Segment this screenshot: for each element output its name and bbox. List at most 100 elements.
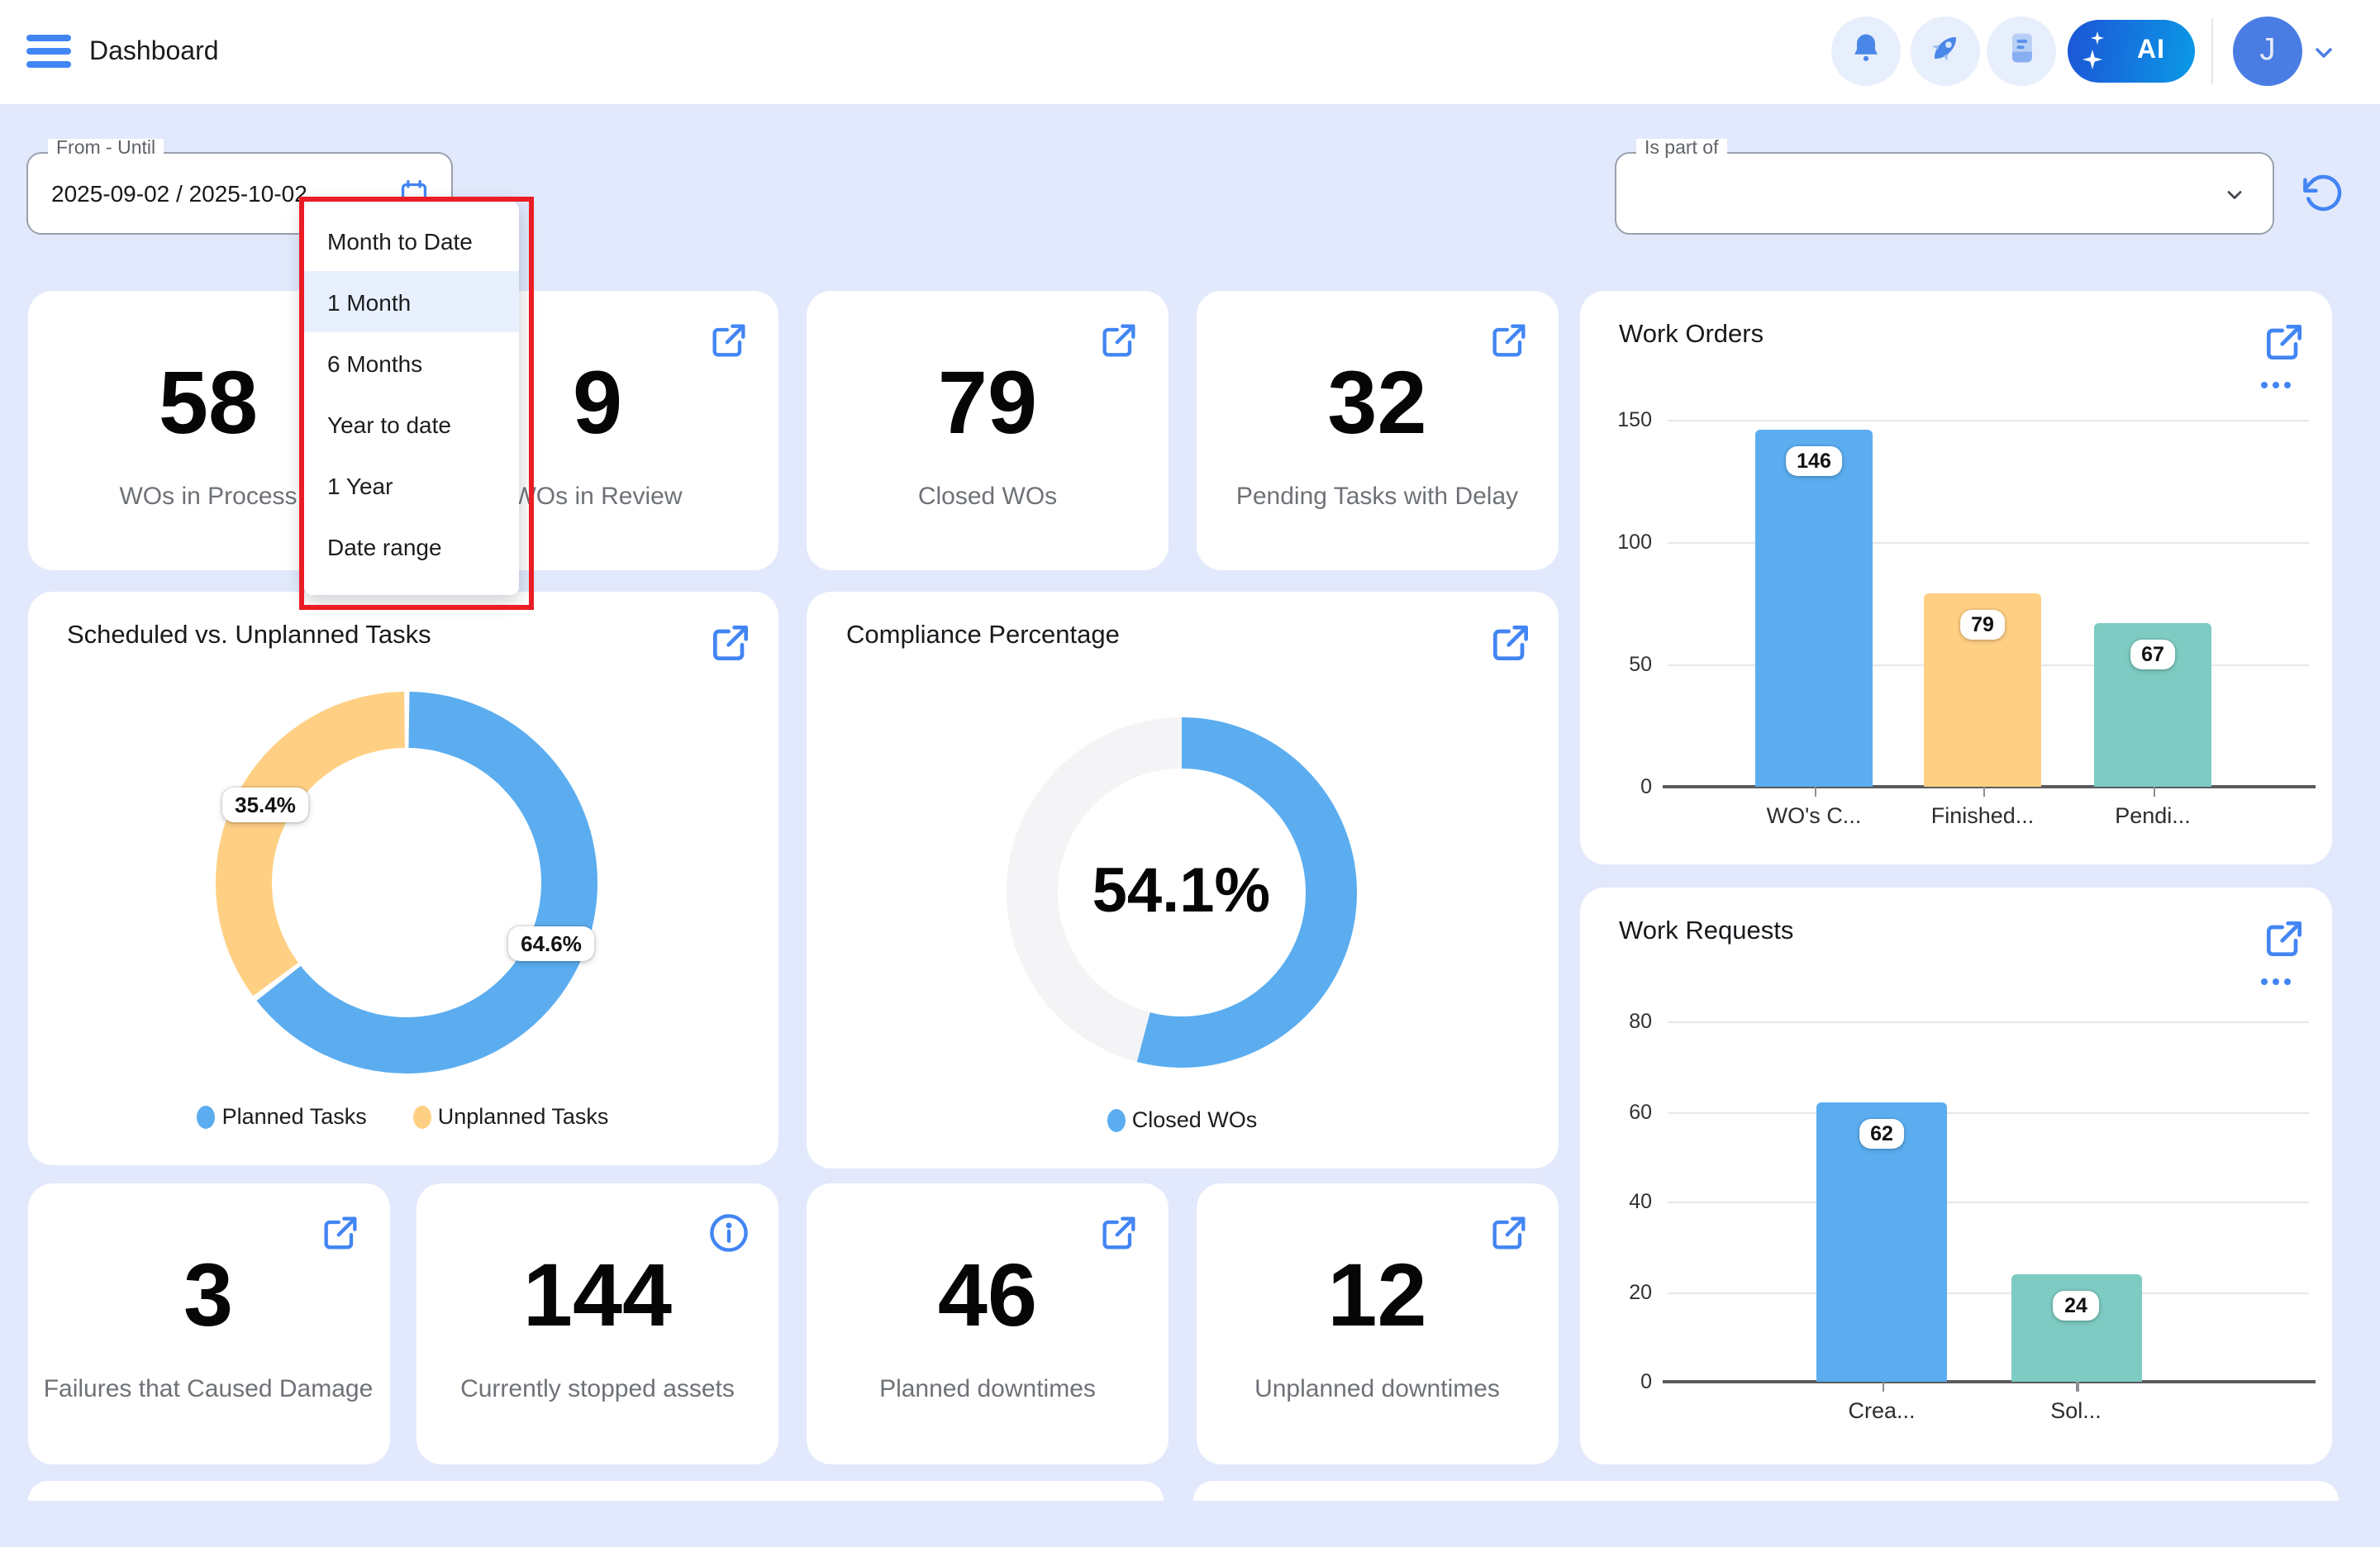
notes-button[interactable] (1987, 17, 2056, 86)
page-title: Dashboard (89, 37, 219, 65)
bar-value-label: 146 (1785, 445, 1843, 476)
legend-dot-icon (412, 1105, 431, 1128)
x-axis-tick (2153, 787, 2155, 797)
y-axis-tick-label: 0 (1640, 775, 1652, 798)
x-axis-line (1662, 785, 2315, 788)
work-orders-panel: Work Orders 0 50 100 150 146 WO's C... 79 Finis… (1579, 291, 2331, 864)
kpi-value: 9 (572, 354, 623, 453)
slice-label: 35.4% (221, 788, 309, 822)
kpi-label: WOs in Process (119, 483, 298, 511)
kpi-label: Failures that Caused Damage (43, 1375, 374, 1403)
more-options-button[interactable] (2260, 978, 2290, 985)
scheduled-vs-unplanned-panel: Scheduled vs. Unplanned Tasks 35.4% 64.6… (27, 592, 778, 1165)
is-part-of-select[interactable]: Is part of (1615, 139, 2274, 235)
donut-chart (215, 690, 598, 1082)
legend-label: Planned Tasks (221, 1104, 367, 1129)
bar-wosc (1755, 429, 1873, 787)
card-partial (27, 1481, 1164, 1501)
external-link-button[interactable] (707, 319, 750, 362)
donut-segment (1006, 717, 1357, 1068)
menu-item-date-range[interactable]: Date range (327, 533, 442, 559)
menu-item-1-month[interactable]: 1 Month (304, 271, 519, 332)
avatar[interactable]: J (2233, 17, 2302, 86)
kpi-label: Currently stopped assets (460, 1375, 735, 1403)
kpi-value: 144 (522, 1246, 673, 1345)
y-axis-tick-label: 80 (1629, 1010, 1652, 1033)
external-link-button[interactable] (1097, 319, 1140, 362)
chevron-down-icon[interactable] (2311, 40, 2337, 74)
external-link-button[interactable] (1487, 319, 1530, 362)
menu-item-6-months[interactable]: 6 Months (327, 350, 423, 376)
hamburger-menu-button[interactable] (26, 26, 76, 76)
bar-value-label: 24 (2053, 1290, 2099, 1321)
card-partial (1193, 1481, 2339, 1501)
external-link-button[interactable] (1097, 1211, 1140, 1254)
donut-segment (216, 691, 597, 1073)
bar-value-label: 67 (2130, 639, 2176, 669)
y-axis-tick-label: 60 (1629, 1100, 1652, 1123)
chevron-down-icon (2223, 183, 2246, 215)
work-requests-chart: 0 20 40 60 80 62 Crea... 24 Sol... (1629, 1010, 2315, 1423)
ai-assistant-button[interactable]: AI (2068, 20, 2195, 83)
document-icon (2003, 29, 2040, 74)
kpi-label: Closed WOs (917, 483, 1058, 511)
legend-item: Unplanned Tasks (412, 1104, 609, 1129)
legend-dot-icon (1107, 1108, 1126, 1131)
menu-item-month-to-date[interactable]: Month to Date (327, 227, 473, 254)
kpi-value: 46 (937, 1246, 1038, 1345)
gridline (1667, 420, 2308, 421)
gridline (1667, 1292, 2308, 1293)
bar-crea (1816, 1102, 1947, 1382)
gridline (1667, 1111, 2308, 1113)
refresh-button[interactable] (2301, 172, 2344, 215)
date-range-menu: Month to Date 1 Month 6 Months Year to date… (304, 202, 519, 595)
y-axis-tick-label: 20 (1629, 1280, 1652, 1303)
legend-label: Closed WOs (1131, 1107, 1258, 1132)
gauge-value: 54.1% (1092, 857, 1271, 926)
launch-button[interactable] (1911, 17, 1980, 86)
info-button[interactable] (707, 1211, 750, 1254)
kpi-card-unplanned-downtimes: 12 Unplanned downtimes (1197, 1183, 1558, 1464)
external-link-button[interactable] (1487, 620, 1530, 663)
gridline (1667, 1021, 2308, 1023)
external-link-button[interactable] (2260, 319, 2303, 362)
y-axis-tick-label: 100 (1617, 531, 1652, 554)
kpi-value: 12 (1327, 1246, 1427, 1345)
kpi-value: 79 (937, 354, 1038, 453)
kpi-card-stopped-assets: 144 Currently stopped assets (416, 1183, 778, 1464)
gridline (1667, 1202, 2308, 1203)
bar-value-label: 62 (1859, 1119, 1905, 1150)
y-axis-tick-label: 40 (1629, 1190, 1652, 1213)
x-axis-category-label: Sol... (2050, 1398, 2102, 1423)
more-options-button[interactable] (2260, 382, 2290, 388)
menu-item-1-year[interactable]: 1 Year (327, 472, 393, 498)
kpi-label: Pending Tasks with Delay (1235, 483, 1519, 511)
x-axis-tick (1882, 1382, 1884, 1392)
sparkle-icon (2082, 50, 2102, 69)
kpi-label: Planned downtimes (879, 1375, 1096, 1403)
y-axis-tick-label: 150 (1617, 408, 1652, 431)
kpi-label: Unplanned downtimes (1254, 1375, 1500, 1403)
sparkle-icon (2091, 31, 2104, 45)
gridline (1667, 542, 2308, 544)
external-link-button[interactable] (318, 1211, 361, 1254)
x-axis-category-label: Pendi... (2115, 803, 2191, 828)
external-link-button[interactable] (2260, 916, 2303, 959)
notifications-button[interactable] (1831, 17, 1901, 86)
bell-icon (1848, 29, 1884, 74)
slice-label: 64.6% (507, 926, 595, 961)
x-axis-line (1662, 1380, 2315, 1383)
x-axis-tick (1814, 787, 1816, 797)
legend-label: Unplanned Tasks (437, 1104, 609, 1129)
kpi-label: WOs in Review (512, 483, 683, 511)
top-bar: Dashboard AI J (0, 0, 2380, 104)
menu-item-year-to-date[interactable]: Year to date (327, 411, 451, 437)
refresh-icon (2303, 174, 2342, 212)
kpi-card-failures: 3 Failures that Caused Damage (27, 1183, 389, 1464)
external-link-button[interactable] (1487, 1211, 1530, 1254)
is-part-of-label: Is part of (1636, 139, 1727, 159)
external-link-button[interactable] (707, 620, 750, 663)
legend-dot-icon (197, 1105, 216, 1128)
from-until-value: 2025-09-02 / 2025-10-02 (51, 180, 307, 207)
